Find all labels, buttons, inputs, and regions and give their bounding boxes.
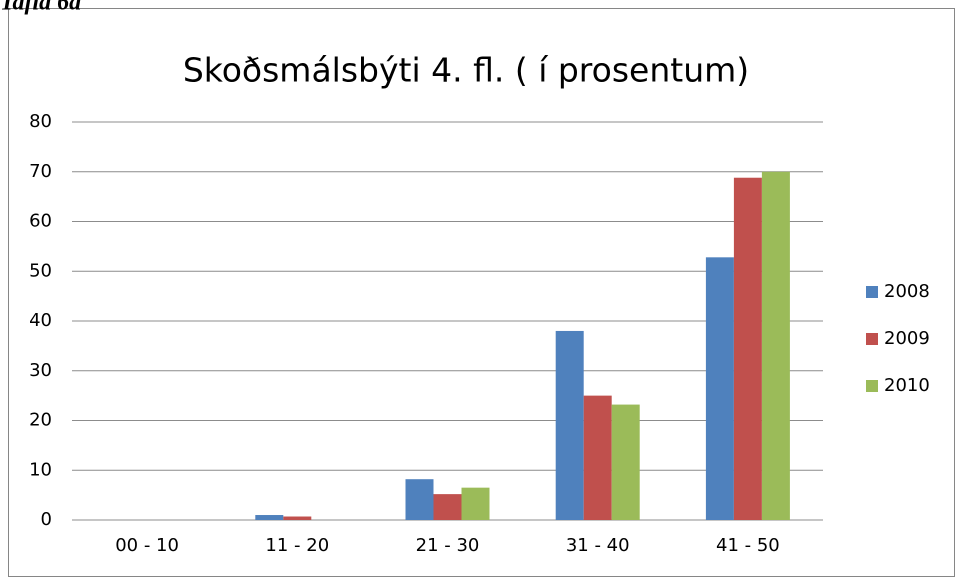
y-tick-label: 30 [29,360,52,381]
legend-swatch [866,286,878,298]
legend-swatch [866,333,878,345]
x-tick-label: 11 - 20 [265,535,329,556]
y-tick-label: 20 [29,410,52,431]
chart-frame [8,8,955,577]
caption: Tafla 6a [0,0,81,16]
bar [461,487,490,520]
y-tick-label: 80 [29,111,52,132]
bar [611,404,640,520]
y-tick-label: 0 [41,509,52,530]
bar [705,257,734,520]
y-tick-label: 50 [29,260,52,281]
bar [255,515,284,520]
bar [761,171,790,520]
x-tick-label: 21 - 30 [416,535,480,556]
legend-label: 2008 [884,281,930,302]
y-tick-label: 70 [29,161,52,182]
y-tick-label: 40 [29,310,52,331]
x-tick-label: 00 - 10 [115,535,179,556]
bar [405,479,434,520]
chart-title: Skoðsmálsbýti 4. fl. ( í prosentum) [183,51,749,90]
bar [433,494,462,520]
x-tick-label: 41 - 50 [716,535,780,556]
y-tick-label: 60 [29,211,52,232]
bar [555,330,584,520]
legend-swatch [866,380,878,392]
x-tick-label: 31 - 40 [566,535,630,556]
bar [583,395,612,520]
y-tick-label: 10 [29,459,52,480]
legend-label: 2009 [884,328,930,349]
legend-label: 2010 [884,375,930,396]
bar [733,177,762,520]
bar [283,516,312,520]
